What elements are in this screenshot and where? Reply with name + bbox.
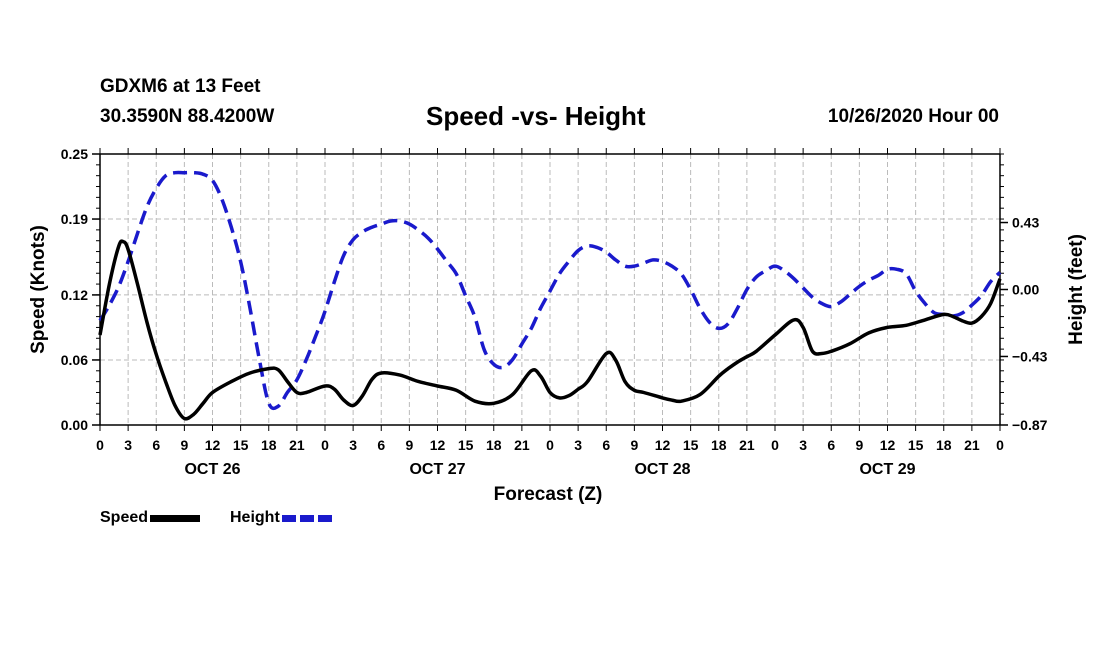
y-tick-label: 0.19 [61,211,88,227]
day-label: OCT 26 [184,461,240,478]
x-tick-label: 21 [964,437,980,453]
y2-tick-label: 0.43 [1012,215,1039,231]
x-tick-label: 15 [458,437,474,453]
y2-axis-title: Height (feet) [1066,234,1087,345]
x-tick-label: 15 [908,437,924,453]
x-axis-title: Forecast (Z) [494,484,603,505]
x-tick-label: 3 [124,437,132,453]
x-tick-label: 6 [602,437,610,453]
y-axis-title: Speed (Knots) [28,225,49,354]
legend-height: Height [230,509,332,527]
day-label: OCT 27 [409,461,465,478]
day-label: OCT 28 [634,461,690,478]
legend-speed-swatch [150,514,201,522]
x-tick-label: 12 [430,437,446,453]
x-tick-label: 9 [855,437,863,453]
legend-height-swatch [281,514,332,522]
x-tick-label: 3 [799,437,807,453]
x-tick-label: 9 [405,437,413,453]
chart-title: Speed -vs- Height [426,101,646,131]
x-tick-label: 0 [996,437,1004,453]
station-title: GDXM6 at 13 Feet [100,76,261,97]
x-tick-label: 3 [574,437,582,453]
x-tick-label: 21 [289,437,305,453]
x-tick-label: 21 [514,437,530,453]
x-tick-label: 6 [827,437,835,453]
x-tick-label: 9 [180,437,188,453]
x-tick-label: 18 [486,437,502,453]
x-tick-label: 21 [739,437,755,453]
station-coords: 30.3590N 88.4200W [100,106,275,127]
x-tick-label: 6 [377,437,385,453]
y-tick-label: 0.25 [61,146,88,162]
x-tick-label: 12 [205,437,221,453]
x-tick-label: 0 [321,437,329,453]
x-tick-label: 15 [233,437,249,453]
x-tick-label: 18 [711,437,727,453]
x-tick-label: 0 [546,437,554,453]
y-tick-label: 0.12 [61,287,88,303]
y2-tick-label: −0.43 [1012,348,1048,364]
x-tick-label: 15 [683,437,699,453]
y2-tick-label: −0.87 [1012,417,1048,433]
day-label: OCT 29 [859,461,915,478]
y2-tick-label: 0.00 [1012,282,1039,298]
legend-speed: Speed [100,509,201,527]
x-tick-label: 3 [349,437,357,453]
height-series-line [98,170,1002,411]
x-tick-label: 0 [771,437,779,453]
x-tick-label: 18 [261,437,277,453]
speed-series-line [98,239,1002,421]
x-tick-label: 6 [152,437,160,453]
x-tick-label: 18 [936,437,952,453]
y-tick-label: 0.06 [61,352,88,368]
legend-height-label: Height [230,509,280,526]
forecast-datetime: 10/26/2020 Hour 00 [827,106,999,127]
x-tick-label: 9 [630,437,638,453]
legend-speed-label: Speed [100,509,149,526]
x-tick-label: 0 [96,437,104,453]
x-tick-label: 12 [655,437,671,453]
y-tick-label: 0.00 [61,417,88,433]
x-tick-label: 12 [880,437,896,453]
